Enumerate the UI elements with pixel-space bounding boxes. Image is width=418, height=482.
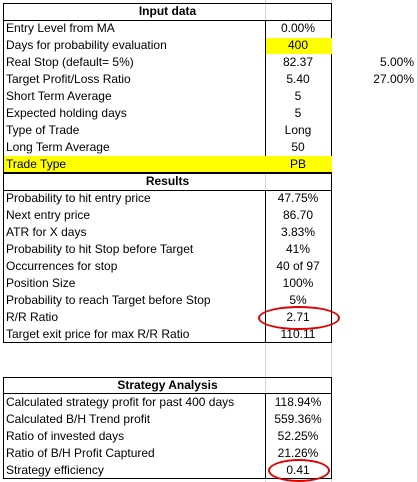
column-divider xyxy=(265,190,266,343)
input-value[interactable]: 400 xyxy=(287,38,309,52)
results-section-border xyxy=(3,173,332,343)
strategy-row: Ratio of B/H Profit Captured 21.26% xyxy=(0,445,418,462)
result-row: Probability to reach Target before Stop … xyxy=(0,292,418,309)
result-value[interactable]: 41% xyxy=(285,242,311,256)
result-row: Probability to hit Stop before Target 41… xyxy=(0,241,418,258)
input-header: Input data xyxy=(0,3,418,20)
input-value[interactable]: PB xyxy=(289,157,306,171)
input-row: Trade Type PB xyxy=(0,156,418,173)
days-highlight xyxy=(266,38,332,54)
input-row: Entry Level from MA 0.00% xyxy=(0,20,418,37)
result-row: Probability to hit entry price 47.75% xyxy=(0,190,418,207)
header-divider xyxy=(3,393,332,394)
result-row: Target exit price for max R/R Ratio 110.… xyxy=(0,326,418,343)
result-label: ATR for X days xyxy=(6,225,87,239)
input-section-border xyxy=(3,3,332,173)
results-title: Results xyxy=(145,174,190,188)
trade-type-highlight xyxy=(4,156,332,172)
input-label: Long Term Average xyxy=(6,140,110,154)
strategy-row: Calculated strategy profit for past 400 … xyxy=(0,394,418,411)
input-label: Target Profit/Loss Ratio xyxy=(6,72,131,86)
input-row: Expected holding days 5 xyxy=(0,105,418,122)
input-row: Type of Trade Long xyxy=(0,122,418,139)
input-label: Type of Trade xyxy=(6,123,80,137)
input-extra-value[interactable]: 27.00% xyxy=(373,72,414,86)
input-value[interactable]: Long xyxy=(284,123,312,137)
input-label: Expected holding days xyxy=(6,106,127,120)
strategy-row: Calculated B/H Trend profit 559.36% xyxy=(0,411,418,428)
results-header: Results xyxy=(0,173,418,190)
result-value[interactable]: 110.11 xyxy=(280,327,316,341)
result-label: Probability to hit Stop before Target xyxy=(6,242,194,256)
input-value[interactable]: 5.40 xyxy=(286,72,310,86)
input-value[interactable]: 5 xyxy=(294,106,302,120)
strategy-row: Strategy efficiency 0.41 xyxy=(0,462,418,479)
input-value[interactable]: 50 xyxy=(291,140,305,154)
strategy-label: Ratio of B/H Profit Captured xyxy=(6,446,155,460)
input-label: Entry Level from MA xyxy=(6,21,115,35)
result-label: Position Size xyxy=(6,276,76,290)
result-row: Next entry price 86.70 xyxy=(0,207,418,224)
strategy-label: Calculated strategy profit for past 400 … xyxy=(6,395,235,409)
header-divider xyxy=(3,190,332,191)
strategy-value[interactable]: 21.26% xyxy=(277,446,319,460)
result-label: Next entry price xyxy=(6,208,91,222)
input-value[interactable]: 82.37 xyxy=(282,55,314,69)
input-row: Real Stop (default= 5%) 82.37 5.00% xyxy=(0,54,418,71)
result-label: Probability to reach Target before Stop xyxy=(6,293,211,307)
annotation-circle xyxy=(268,459,330,482)
input-value[interactable]: 5 xyxy=(294,89,302,103)
input-title: Input data xyxy=(138,4,197,18)
input-label: Days for probability evaluation xyxy=(6,38,167,52)
header-divider xyxy=(3,20,332,21)
strategy-title: Strategy Analysis xyxy=(117,378,218,392)
strategy-section-border xyxy=(3,377,332,479)
input-row: Long Term Average 50 xyxy=(0,139,418,156)
strategy-label: Calculated B/H Trend profit xyxy=(6,412,151,426)
strategy-value[interactable]: 52.25% xyxy=(277,429,319,443)
result-label: Target exit price for max R/R Ratio xyxy=(6,327,190,341)
strategy-value[interactable]: 559.36% xyxy=(274,412,322,426)
result-value[interactable]: 86.70 xyxy=(282,208,314,222)
strategy-label: Strategy efficiency xyxy=(6,463,104,477)
input-extra-value[interactable]: 5.00% xyxy=(379,55,414,69)
strategy-value[interactable]: 118.94% xyxy=(274,395,322,409)
result-row: Occurrences for stop 40 of 97 xyxy=(0,258,418,275)
result-value[interactable]: 47.75% xyxy=(277,191,319,205)
result-row: R/R Ratio 2.71 xyxy=(0,309,418,326)
input-label: Real Stop (default= 5%) xyxy=(6,55,134,69)
input-label: Short Term Average xyxy=(6,89,112,103)
result-row: ATR for X days 3.83% xyxy=(0,224,418,241)
result-row: Position Size 100% xyxy=(0,275,418,292)
strategy-label: Ratio of invested days xyxy=(6,429,125,443)
result-label: R/R Ratio xyxy=(6,310,59,324)
input-row: Days for probability evaluation 400 xyxy=(0,37,418,54)
result-label: Occurrences for stop xyxy=(6,259,118,273)
input-row: Target Profit/Loss Ratio 5.40 27.00% xyxy=(0,71,418,88)
column-divider xyxy=(265,20,266,173)
strategy-row: Ratio of invested days 52.25% xyxy=(0,428,418,445)
result-value[interactable]: 40 of 97 xyxy=(276,259,320,273)
strategy-header: Strategy Analysis xyxy=(0,377,418,394)
result-value[interactable]: 3.83% xyxy=(280,225,316,239)
result-value[interactable]: 100% xyxy=(282,276,314,290)
input-value[interactable]: 0.00% xyxy=(280,21,316,35)
input-row: Short Term Average 5 xyxy=(0,88,418,105)
column-divider xyxy=(265,393,266,479)
annotation-circle xyxy=(258,306,340,330)
result-label: Probability to hit entry price xyxy=(6,191,151,205)
result-value[interactable]: 5% xyxy=(289,293,307,307)
input-label: Trade Type xyxy=(6,157,67,171)
